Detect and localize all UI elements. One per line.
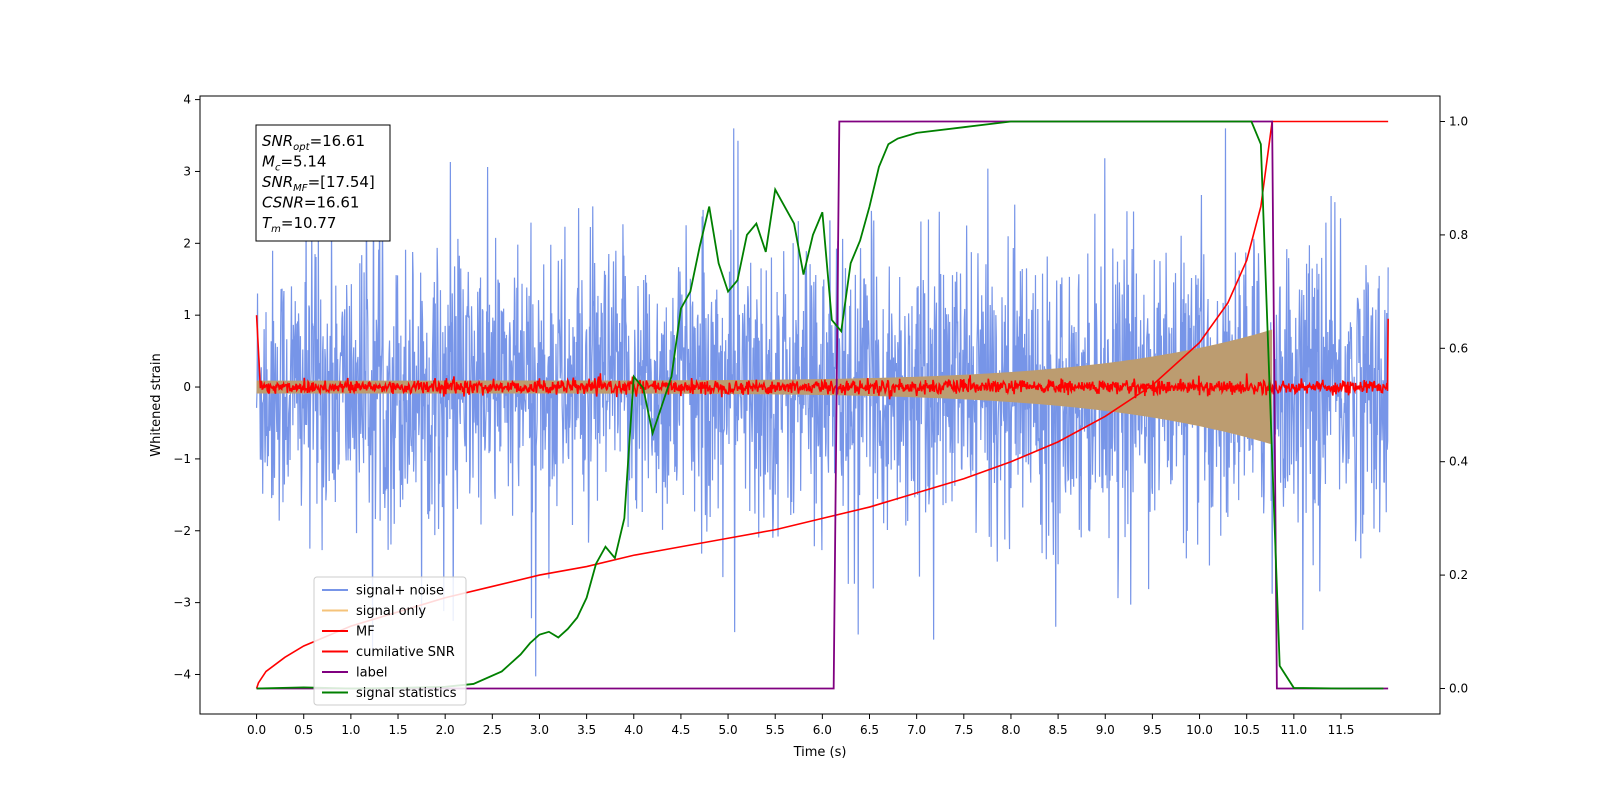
- x-tick-label: 0.0: [247, 723, 266, 737]
- y2-tick-label: 1.0: [1449, 115, 1468, 129]
- legend: signal+ noise signal only MF cumilative SNR…: [313, 576, 467, 706]
- x-tick-label: 3.5: [577, 723, 596, 737]
- x-tick-label: 8.5: [1049, 723, 1068, 737]
- legend-entry: cumilative SNR: [356, 645, 455, 660]
- legend-frame: [313, 576, 467, 706]
- x-tick-label: 5.0: [719, 723, 738, 737]
- x-tick-label: 5.5: [766, 723, 785, 737]
- y2-tick-label: 0.4: [1449, 455, 1468, 469]
- legend-entry: signal statistics: [356, 686, 457, 701]
- y-tick-label: 1: [183, 308, 191, 322]
- legend-entry: label: [356, 666, 387, 681]
- y-axis-left: 4 3 2 1 0 −1 −2 −3 −4: [173, 93, 200, 681]
- x-tick-label: 9.5: [1143, 723, 1162, 737]
- annotation-frame: [255, 124, 391, 242]
- x-tick-label: 9.0: [1096, 723, 1115, 737]
- x-tick-label: 11.0: [1280, 723, 1307, 737]
- series-mf: [255, 315, 1389, 400]
- x-tick-label: 10.0: [1186, 723, 1213, 737]
- y-tick-label: −4: [173, 667, 191, 681]
- series-signal-statistics: [256, 120, 1384, 690]
- y-axis-label: Whitened strain: [149, 353, 164, 456]
- y-axis-right: 1.0 0.8 0.6 0.4 0.2 0.0: [1440, 115, 1468, 695]
- x-tick-label: 0.5: [294, 723, 313, 737]
- legend-entry: MF: [356, 625, 375, 640]
- x-axis: 0.0 0.5 1.0 1.5 2.0 2.5 3.0 3.5 4.0 4.5 5.0 5.5 6.0 6…: [247, 714, 1354, 737]
- x-tick-label: 1.0: [341, 723, 360, 737]
- x-tick-label: 8.0: [1001, 723, 1020, 737]
- annotation-line: Mc=5.14: [262, 153, 326, 174]
- x-tick-label: 7.5: [954, 723, 973, 737]
- y2-tick-label: 0.0: [1449, 681, 1468, 695]
- x-tick-label: 2.5: [483, 723, 502, 737]
- legend-entry: signal only: [356, 604, 426, 619]
- annotation-line: SNRMF=[17.54]: [262, 173, 375, 194]
- annotation-line: SNRopt=16.61: [262, 132, 365, 153]
- x-tick-label: 4.5: [671, 723, 690, 737]
- x-tick-label: 10.5: [1233, 723, 1260, 737]
- plot-frame: [199, 95, 1441, 715]
- y-tick-label: 0: [183, 380, 191, 394]
- y2-tick-label: 0.8: [1449, 228, 1468, 242]
- x-axis-label: Time (s): [793, 745, 847, 760]
- x-tick-label: 4.0: [624, 723, 643, 737]
- x-tick-label: 3.0: [530, 723, 549, 737]
- x-tick-label: 7.0: [907, 723, 926, 737]
- annotation-line: Tm=10.77: [262, 214, 336, 235]
- x-tick-label: 2.0: [436, 723, 455, 737]
- y-tick-label: 3: [183, 164, 191, 178]
- y-tick-label: −3: [173, 596, 191, 610]
- annotation-line: CSNR=16.61: [262, 194, 359, 212]
- y-tick-label: 2: [183, 236, 191, 250]
- legend-entry: signal+ noise: [356, 584, 444, 599]
- x-tick-label: 1.5: [388, 723, 407, 737]
- y2-tick-label: 0.6: [1449, 341, 1468, 355]
- annotation-box: SNRopt=16.61Mc=5.14SNRMF=[17.54]CSNR=16.…: [255, 124, 391, 242]
- y-tick-label: 4: [183, 93, 191, 107]
- y-tick-label: −1: [173, 452, 191, 466]
- y2-tick-label: 0.2: [1449, 568, 1468, 582]
- y-tick-label: −2: [173, 524, 191, 538]
- x-tick-label: 11.5: [1328, 723, 1355, 737]
- x-tick-label: 6.5: [860, 723, 879, 737]
- x-tick-label: 6.0: [813, 723, 832, 737]
